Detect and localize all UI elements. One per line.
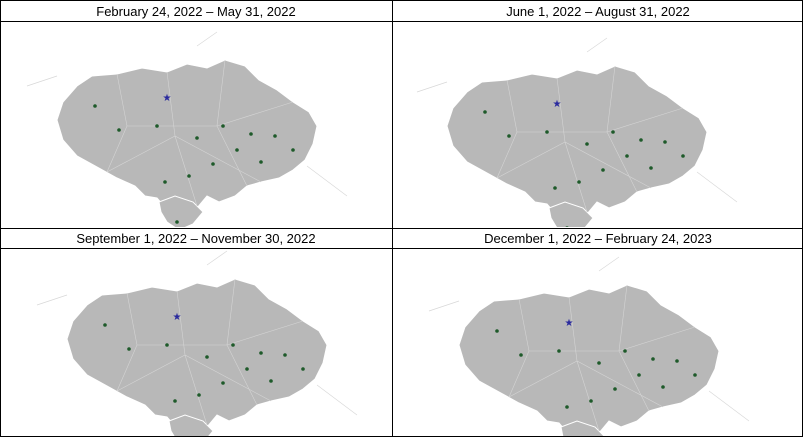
city-marker	[663, 140, 667, 144]
city-marker	[291, 148, 295, 152]
city-marker	[211, 162, 215, 166]
crimea-land	[548, 201, 594, 227]
map-panel-1: ★	[26, 31, 348, 227]
city-marker	[565, 405, 569, 409]
city-marker	[681, 154, 685, 158]
city-marker	[117, 128, 121, 132]
city-marker	[601, 168, 605, 172]
city-marker	[557, 349, 561, 353]
city-marker	[155, 124, 159, 128]
city-marker	[649, 166, 653, 170]
capital-marker-icon: ★	[163, 93, 172, 104]
city-marker	[589, 399, 593, 403]
city-marker	[613, 387, 617, 391]
neighbor-borders	[36, 250, 358, 416]
map-panel-2: ★	[416, 37, 738, 227]
city-marker	[273, 134, 277, 138]
city-marker	[661, 385, 665, 389]
region-borders	[116, 278, 304, 426]
city-marker	[259, 351, 263, 355]
city-marker	[269, 379, 273, 383]
region-borders	[508, 284, 696, 432]
map-panel-4: ★	[428, 256, 750, 436]
city-marker	[625, 154, 629, 158]
panel-title-3: September 1, 2022 – November 30, 2022	[76, 231, 316, 246]
crimea-land	[560, 420, 605, 436]
city-marker	[639, 138, 643, 142]
country-land	[66, 278, 328, 436]
city-marker	[221, 381, 225, 385]
region-borders	[106, 59, 294, 207]
panel-title-1: February 24, 2022 – May 31, 2022	[96, 4, 296, 19]
grid-divider-title-bottom	[0, 248, 803, 249]
city-marker	[623, 349, 627, 353]
capital-marker-icon: ★	[173, 312, 182, 323]
capital-marker-icon: ★	[553, 99, 562, 110]
country-land	[446, 65, 708, 225]
city-marker	[585, 142, 589, 146]
city-marker	[675, 359, 679, 363]
city-marker	[301, 367, 305, 371]
map-panel-3: ★	[36, 250, 358, 436]
city-marker	[127, 347, 131, 351]
neighbor-borders	[428, 256, 750, 422]
city-marker	[205, 355, 209, 359]
grid-divider-title-top	[0, 21, 803, 22]
city-marker	[577, 180, 581, 184]
city-marker	[637, 373, 641, 377]
panel-title-2: June 1, 2022 – August 31, 2022	[506, 4, 690, 19]
city-marker	[545, 130, 549, 134]
neighbor-borders	[26, 31, 348, 197]
crimea-land	[168, 414, 214, 436]
city-marker	[611, 130, 615, 134]
region-borders	[496, 65, 684, 213]
city-marker	[495, 329, 499, 333]
city-marker	[195, 136, 199, 140]
city-marker	[507, 134, 511, 138]
city-marker	[245, 367, 249, 371]
city-marker	[175, 220, 179, 224]
city-marker	[565, 226, 569, 227]
city-marker	[221, 124, 225, 128]
city-marker	[483, 110, 487, 114]
city-marker	[693, 373, 697, 377]
city-marker	[187, 174, 191, 178]
grid-divider-middle	[0, 228, 803, 229]
neighbor-borders	[416, 37, 738, 203]
city-marker	[519, 353, 523, 357]
city-marker	[93, 104, 97, 108]
city-marker	[231, 343, 235, 347]
capital-marker-icon: ★	[565, 318, 574, 329]
grid-divider-vertical	[392, 0, 393, 437]
city-marker	[173, 399, 177, 403]
crimea-land	[158, 195, 204, 227]
country-land	[56, 59, 318, 219]
city-marker	[165, 343, 169, 347]
panel-title-4: December 1, 2022 – February 24, 2023	[484, 231, 712, 246]
city-marker	[283, 353, 287, 357]
city-marker	[235, 148, 239, 152]
city-marker	[651, 357, 655, 361]
country-land	[458, 284, 720, 436]
city-marker	[163, 180, 167, 184]
city-marker	[249, 132, 253, 136]
city-marker	[259, 160, 263, 164]
city-marker	[103, 323, 107, 327]
city-marker	[553, 186, 557, 190]
city-marker	[197, 393, 201, 397]
city-marker	[597, 361, 601, 365]
